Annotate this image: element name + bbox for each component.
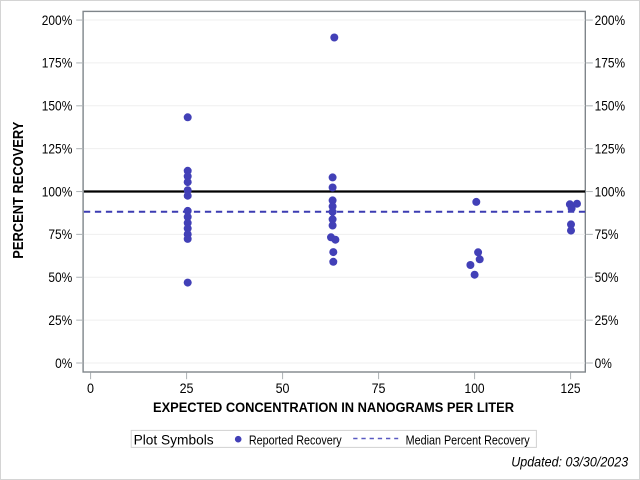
svg-text:EXPECTED CONCENTRATION IN NANO: EXPECTED CONCENTRATION IN NANOGRAMS PER … (153, 400, 514, 416)
svg-text:125%: 125% (595, 141, 626, 157)
svg-text:0: 0 (87, 380, 94, 396)
svg-text:125%: 125% (42, 141, 73, 157)
svg-text:0%: 0% (55, 355, 72, 371)
svg-text:0%: 0% (595, 355, 612, 371)
svg-text:50%: 50% (48, 269, 72, 285)
svg-text:Plot Symbols: Plot Symbols (134, 433, 214, 448)
svg-text:150%: 150% (595, 98, 626, 114)
svg-text:50: 50 (276, 380, 290, 396)
svg-text:200%: 200% (595, 12, 626, 28)
svg-text:100%: 100% (595, 183, 626, 199)
svg-text:125: 125 (561, 380, 581, 396)
svg-text:50%: 50% (595, 269, 619, 285)
svg-text:175%: 175% (595, 55, 626, 71)
svg-text:25: 25 (180, 380, 194, 396)
svg-text:25%: 25% (595, 312, 619, 328)
svg-text:200%: 200% (42, 12, 73, 28)
svg-text:75%: 75% (595, 226, 619, 242)
svg-text:25%: 25% (48, 312, 72, 328)
svg-text:150%: 150% (42, 98, 73, 114)
svg-text:75: 75 (372, 380, 386, 396)
svg-text:Median Percent Recovery: Median Percent Recovery (406, 433, 531, 448)
svg-text:175%: 175% (42, 55, 73, 71)
svg-text:75%: 75% (48, 226, 72, 242)
svg-text:100: 100 (465, 380, 485, 396)
svg-text:Updated: 03/30/2023: Updated: 03/30/2023 (511, 454, 628, 470)
svg-text:Reported Recovery: Reported Recovery (249, 433, 342, 448)
svg-text:100%: 100% (42, 183, 73, 199)
svg-text:PERCENT RECOVERY: PERCENT RECOVERY (10, 122, 27, 259)
